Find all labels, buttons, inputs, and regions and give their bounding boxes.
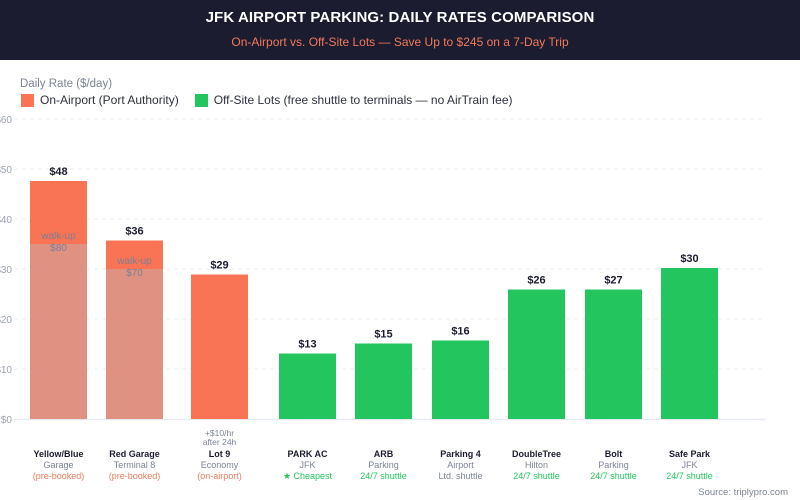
value-label: $26	[527, 275, 545, 287]
x-tick-note: ★ Cheapest	[283, 471, 333, 481]
x-tick-label: ARB	[374, 449, 394, 459]
x-tick-note: 24/7 shuttle	[666, 471, 713, 481]
x-tick-label: Bolt	[605, 449, 623, 459]
walkup-price: $80	[50, 243, 67, 254]
x-tick-label: Safe Park	[669, 449, 711, 459]
chart-header: JFK AIRPORT PARKING: DAILY RATES COMPARI…	[0, 0, 800, 60]
value-label: $36	[125, 226, 143, 238]
y-tick-label: $30	[0, 265, 12, 276]
legend-label-off-site: Off-Site Lots (free shuttle to terminals…	[213, 93, 513, 107]
bar	[508, 289, 565, 419]
value-label: $15	[374, 329, 392, 341]
x-tick-sublabel: JFK	[681, 460, 697, 470]
extra-note: +$10/hr	[205, 428, 234, 438]
bar	[355, 343, 412, 419]
x-tick-sublabel: Economy	[201, 460, 239, 470]
x-tick-sublabel: Terminal 8	[114, 460, 156, 470]
legend-swatch-on-airport	[21, 93, 34, 107]
value-label: $27	[604, 275, 622, 287]
y-tick-label: $40	[0, 215, 12, 226]
bar	[585, 289, 642, 419]
value-label: $29	[210, 260, 228, 272]
x-tick-note: 24/7 shuttle	[360, 471, 407, 481]
y-tick-label: $0	[1, 415, 13, 426]
x-tick-note: 24/7 shuttle	[513, 471, 560, 481]
chart-subtitle: On-Airport vs. Off-Site Lots — Save Up t…	[231, 35, 569, 49]
x-tick-label: Parking 4	[440, 449, 481, 459]
x-tick-note: 24/7 shuttle	[590, 471, 637, 481]
legend-item-off-site: Off-Site Lots (free shuttle to terminals…	[194, 93, 513, 107]
value-label: $13	[298, 339, 316, 351]
x-tick-sublabel: Garage	[43, 460, 73, 470]
x-tick-label: DoubleTree	[512, 449, 561, 459]
y-axis-ticks: $0 $10 $20 $30 $40 $50 $60	[0, 115, 12, 426]
chart-title: JFK AIRPORT PARKING: DAILY RATES COMPARI…	[205, 9, 595, 26]
bars	[30, 181, 718, 419]
y-tick-label: $60	[0, 115, 12, 126]
y-tick-label: $10	[0, 365, 12, 376]
bar-prebooked-segment	[106, 269, 163, 419]
walkup-label: walk-up	[116, 256, 152, 267]
x-tick-note: (on-airport)	[197, 471, 242, 481]
y-tick-label: $50	[0, 165, 12, 176]
walkup-label: walk-up	[40, 231, 76, 242]
bar-prebooked-segment	[30, 244, 87, 419]
x-tick-note: Ltd. shuttle	[438, 471, 482, 481]
bar	[191, 274, 248, 419]
x-tick-sublabel: Parking	[368, 460, 399, 470]
bar	[279, 353, 336, 419]
legend-item-on-airport: On-Airport (Port Authority)	[21, 93, 179, 107]
legend-swatch-off-site	[194, 93, 208, 107]
x-tick-sublabel: Airport	[447, 460, 474, 470]
x-tick-note: (pre-booked)	[109, 471, 161, 481]
x-tick-sublabel: JFK	[299, 460, 315, 470]
x-tick-label: Yellow/Blue	[33, 449, 83, 459]
value-label: $16	[451, 326, 469, 338]
legend: On-Airport (Port Authority) Off-Site Lot…	[21, 93, 529, 107]
value-label: $30	[680, 253, 698, 265]
value-label: $48	[49, 166, 67, 178]
x-tick-label: Red Garage	[109, 449, 160, 459]
y-axis-title: Daily Rate ($/day)	[20, 78, 113, 90]
y-tick-label: $20	[0, 315, 12, 326]
x-tick-sublabel: Parking	[598, 460, 629, 470]
extra-note: after 24h	[203, 437, 237, 447]
source-note: Source: triplypro.com	[698, 487, 788, 498]
walkup-price: $70	[126, 268, 143, 279]
bar	[432, 340, 489, 419]
x-tick-label: PARK AC	[288, 449, 328, 459]
legend-label-on-airport: On-Airport (Port Authority)	[40, 93, 179, 107]
x-tick-note: (pre-booked)	[33, 471, 85, 481]
bar	[661, 268, 718, 419]
x-tick-label: Lot 9	[209, 449, 231, 459]
x-tick-sublabel: Hilton	[525, 460, 548, 470]
